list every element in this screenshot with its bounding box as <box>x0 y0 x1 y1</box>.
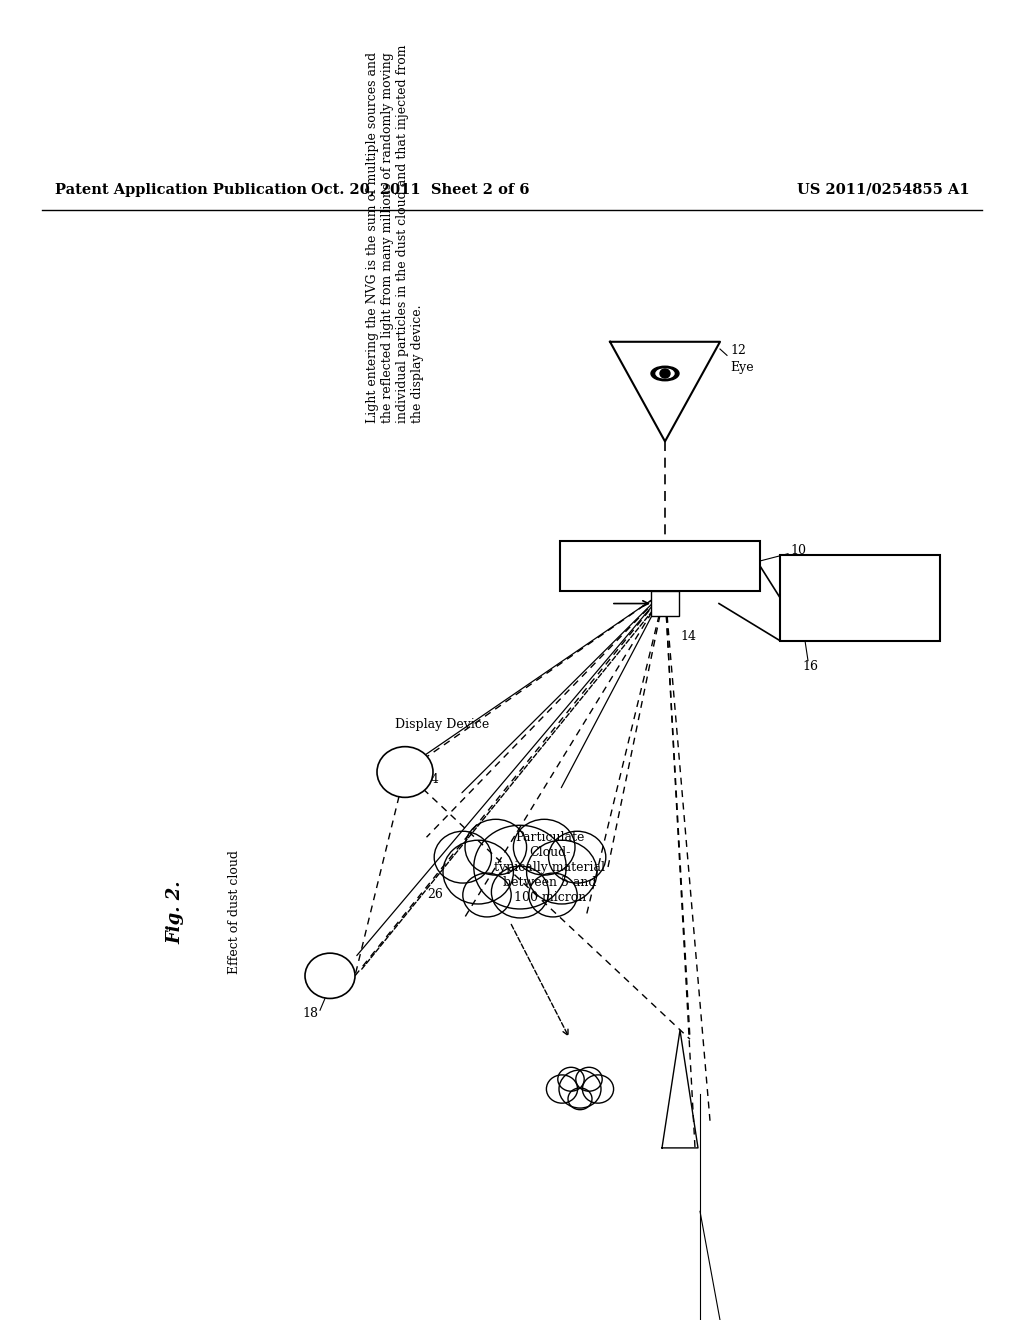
Text: Fig. 2.: Fig. 2. <box>166 880 184 944</box>
Text: 18: 18 <box>302 1007 318 1020</box>
Text: Night Vision Goggle: Night Vision Goggle <box>596 560 724 573</box>
Circle shape <box>559 1071 601 1107</box>
Text: 14: 14 <box>680 630 696 643</box>
Circle shape <box>660 370 670 378</box>
Circle shape <box>549 832 606 883</box>
Circle shape <box>547 1074 578 1104</box>
Circle shape <box>434 832 492 883</box>
Text: Display Device: Display Device <box>395 718 489 731</box>
Text: Patent Application Publication: Patent Application Publication <box>55 182 307 197</box>
Ellipse shape <box>651 366 679 380</box>
Circle shape <box>513 820 575 875</box>
Circle shape <box>575 1068 602 1092</box>
FancyBboxPatch shape <box>780 554 940 640</box>
Circle shape <box>492 866 549 917</box>
Text: 16: 16 <box>802 660 818 673</box>
FancyBboxPatch shape <box>560 541 760 591</box>
Circle shape <box>443 841 513 904</box>
Text: US 2011/0254855 A1: US 2011/0254855 A1 <box>798 182 970 197</box>
Circle shape <box>465 820 526 875</box>
Text: Particulate
Cloud-
typically material
between 5 and
100 micron: Particulate Cloud- typically material be… <box>495 830 605 904</box>
Text: 26: 26 <box>427 888 443 900</box>
Circle shape <box>463 873 511 917</box>
FancyBboxPatch shape <box>651 591 679 616</box>
Text: Light entering the NVG is the sum of multiple sources and
the reflected light fr: Light entering the NVG is the sum of mul… <box>366 45 424 424</box>
Circle shape <box>558 1068 585 1092</box>
Circle shape <box>377 747 433 797</box>
Ellipse shape <box>656 370 674 378</box>
Circle shape <box>568 1088 592 1110</box>
Text: Display Drive
Processor: Display Drive Processor <box>817 583 903 611</box>
Text: 12: 12 <box>730 345 745 358</box>
Circle shape <box>474 825 566 909</box>
Circle shape <box>528 873 578 917</box>
Circle shape <box>583 1074 613 1104</box>
Text: Oct. 20, 2011  Sheet 2 of 6: Oct. 20, 2011 Sheet 2 of 6 <box>310 182 529 197</box>
Text: 24: 24 <box>423 772 439 785</box>
Text: Effect of dust cloud: Effect of dust cloud <box>228 850 242 974</box>
Circle shape <box>305 953 355 998</box>
Text: Eye: Eye <box>730 360 754 374</box>
Circle shape <box>526 841 597 904</box>
Text: 10: 10 <box>790 544 806 557</box>
